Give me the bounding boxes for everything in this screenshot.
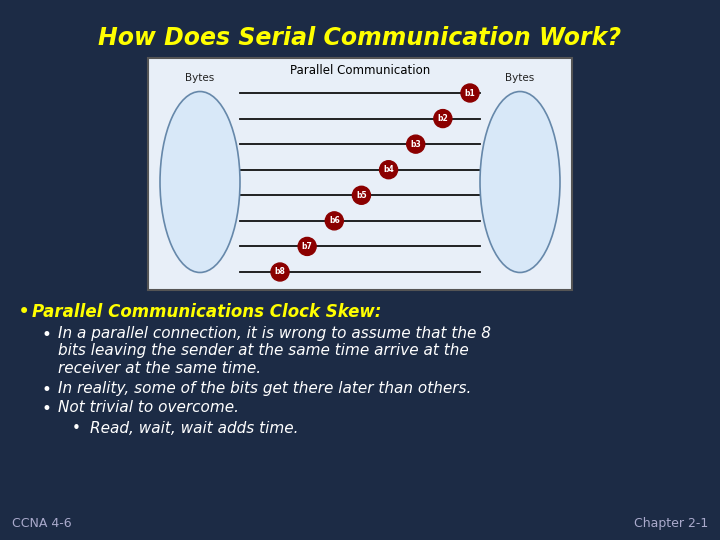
Circle shape [407, 135, 425, 153]
Text: b7: b7 [302, 242, 312, 251]
Circle shape [298, 238, 316, 255]
Text: b6: b6 [329, 217, 340, 225]
Text: •: • [42, 381, 52, 399]
Text: In reality, some of the bits get there later than others.: In reality, some of the bits get there l… [58, 381, 472, 396]
Text: In a parallel connection, it is wrong to assume that the 8
bits leaving the send: In a parallel connection, it is wrong to… [58, 326, 491, 376]
Text: b5: b5 [356, 191, 366, 200]
Text: Parallel Communication: Parallel Communication [290, 64, 430, 78]
Text: •: • [42, 400, 52, 418]
Text: How Does Serial Communication Work?: How Does Serial Communication Work? [99, 26, 621, 50]
Text: b8: b8 [274, 267, 285, 276]
Circle shape [461, 84, 479, 102]
Text: CCNA 4-6: CCNA 4-6 [12, 517, 71, 530]
Text: b2: b2 [438, 114, 449, 123]
Circle shape [271, 263, 289, 281]
Circle shape [379, 161, 397, 179]
Text: Read, wait, wait adds time.: Read, wait, wait adds time. [90, 421, 299, 436]
Ellipse shape [160, 91, 240, 273]
FancyBboxPatch shape [148, 58, 572, 290]
Text: b3: b3 [410, 140, 421, 149]
Text: Parallel Communications Clock Skew:: Parallel Communications Clock Skew: [32, 303, 382, 321]
Text: •: • [72, 421, 81, 436]
Text: b1: b1 [464, 89, 475, 98]
Text: •: • [42, 326, 52, 344]
Text: •: • [18, 302, 30, 322]
Circle shape [352, 186, 370, 204]
Text: Not trivial to overcome.: Not trivial to overcome. [58, 400, 239, 415]
Circle shape [325, 212, 343, 230]
Text: Bytes: Bytes [505, 73, 535, 83]
Ellipse shape [480, 91, 560, 273]
Text: b4: b4 [383, 165, 394, 174]
Circle shape [434, 110, 452, 127]
Text: Bytes: Bytes [185, 73, 215, 83]
Text: Chapter 2-1: Chapter 2-1 [634, 517, 708, 530]
